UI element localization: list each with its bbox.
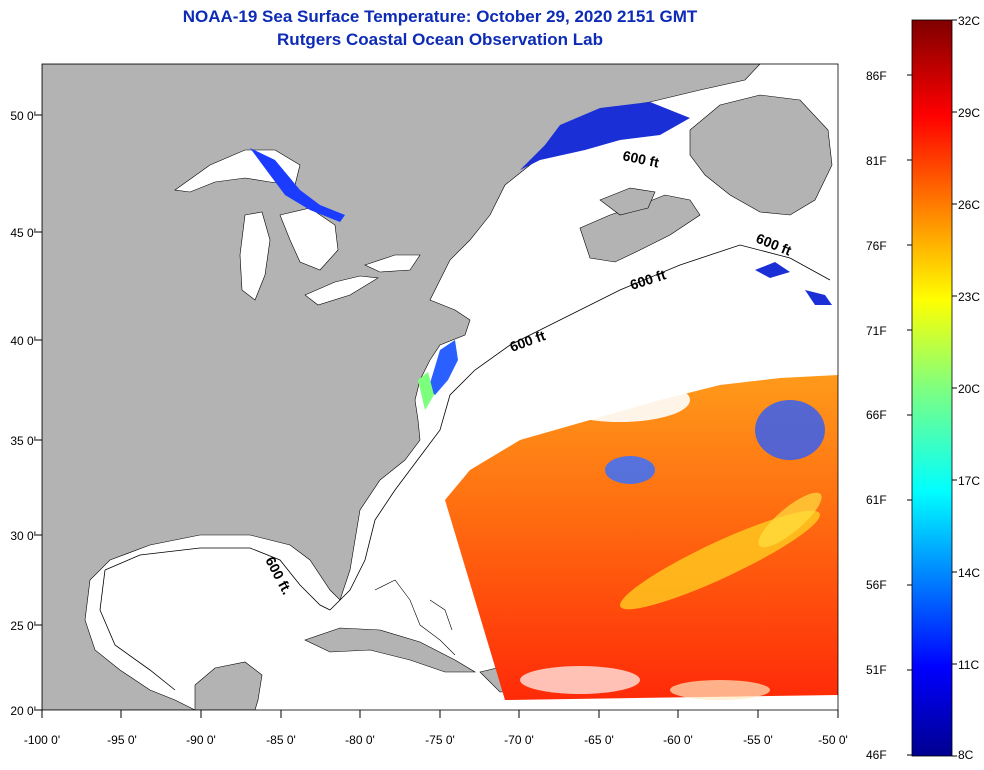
colorbar-c-label: 17C [958, 474, 981, 488]
lon-tick-label: -55 0' [743, 733, 773, 747]
lon-tick-label: -95 0' [107, 733, 137, 747]
colorbar-c-label: 14C [958, 566, 981, 580]
isobath-600ft [99, 244, 831, 691]
colorbar-f-label: 66F [866, 408, 887, 422]
colorbar-c-label: 11C [958, 658, 980, 672]
colorbar-f-label: 61F [866, 493, 887, 507]
colorbar-f-label: 56F [866, 578, 887, 592]
contour-label: 600 ft [621, 147, 660, 170]
lon-tick-label: -80 0' [345, 733, 375, 747]
lat-tick-label: 45 0' [10, 226, 36, 240]
colorbar-f-label: 81F [866, 154, 887, 168]
lon-tick-label: -90 0' [186, 733, 216, 747]
colorbar [911, 19, 953, 757]
lon-tick-label: -60 0' [663, 733, 693, 747]
colorbar-c-label: 23C [958, 290, 981, 304]
colorbar-f-label: 86F [866, 69, 887, 83]
lon-tick-label: -75 0' [425, 733, 455, 747]
cloud-gap [520, 666, 640, 694]
colorbar-f-label: 76F [866, 239, 887, 253]
lat-tick-label: 30 0' [10, 529, 36, 543]
lat-tick-label: 40 0' [10, 334, 36, 348]
cloud-gap [670, 680, 770, 700]
lat-tick-label: 20 0' [10, 704, 36, 718]
warm-stream-band [758, 492, 822, 548]
lon-tick-label: -85 0' [266, 733, 296, 747]
cuba-land [304, 627, 477, 673]
yucatan-land [194, 661, 263, 710]
cloud-gap [550, 378, 690, 422]
colorbar-ticks [907, 19, 957, 757]
lat-tick-label: 25 0' [10, 619, 36, 633]
lon-tick-label: -50 0' [818, 733, 848, 747]
sst-swath [445, 375, 838, 700]
lake-michigan [239, 211, 271, 301]
map-title: NOAA-19 Sea Surface Temperature: October… [182, 7, 698, 26]
isobath-600ft-gulf [104, 547, 331, 611]
colorbar-f-label: 46F [866, 748, 887, 762]
colorbar-c-label: 29C [958, 106, 981, 120]
cool-water-patch [605, 456, 655, 484]
coastal-cold-water [250, 148, 345, 222]
coastal-cold-water [428, 340, 458, 395]
cape-breton-land [599, 187, 656, 216]
axis-ticks [34, 114, 839, 718]
lon-tick-label: -100 0' [23, 733, 61, 747]
lake-ontario [364, 254, 421, 273]
lat-tick-label: 50 0' [10, 109, 36, 123]
colorbar-c-label: 32C [958, 14, 981, 28]
bahamas-banks [374, 579, 456, 656]
colorbar-c-label: 26C [958, 198, 981, 212]
lon-tick-label: -65 0' [584, 733, 614, 747]
lat-tick-label: 35 0' [10, 434, 36, 448]
map-subtitle: Rutgers Coastal Ocean Observation Lab [277, 30, 603, 49]
lon-tick-label: -70 0' [504, 733, 534, 747]
coastal-warm-water [418, 372, 434, 410]
newfoundland-land [689, 94, 833, 216]
coastal-cold-water [805, 290, 832, 305]
colorbar-c-label: 8C [958, 748, 974, 762]
colorbar-f-label: 51F [866, 663, 887, 677]
colorbar-f-label: 71F [866, 324, 887, 338]
lake-erie [304, 275, 379, 306]
cool-water-patch [755, 400, 825, 460]
colorbar-c-label: 20C [958, 382, 981, 396]
coastal-cold-water [520, 102, 690, 170]
coastal-cold-water [755, 262, 790, 278]
